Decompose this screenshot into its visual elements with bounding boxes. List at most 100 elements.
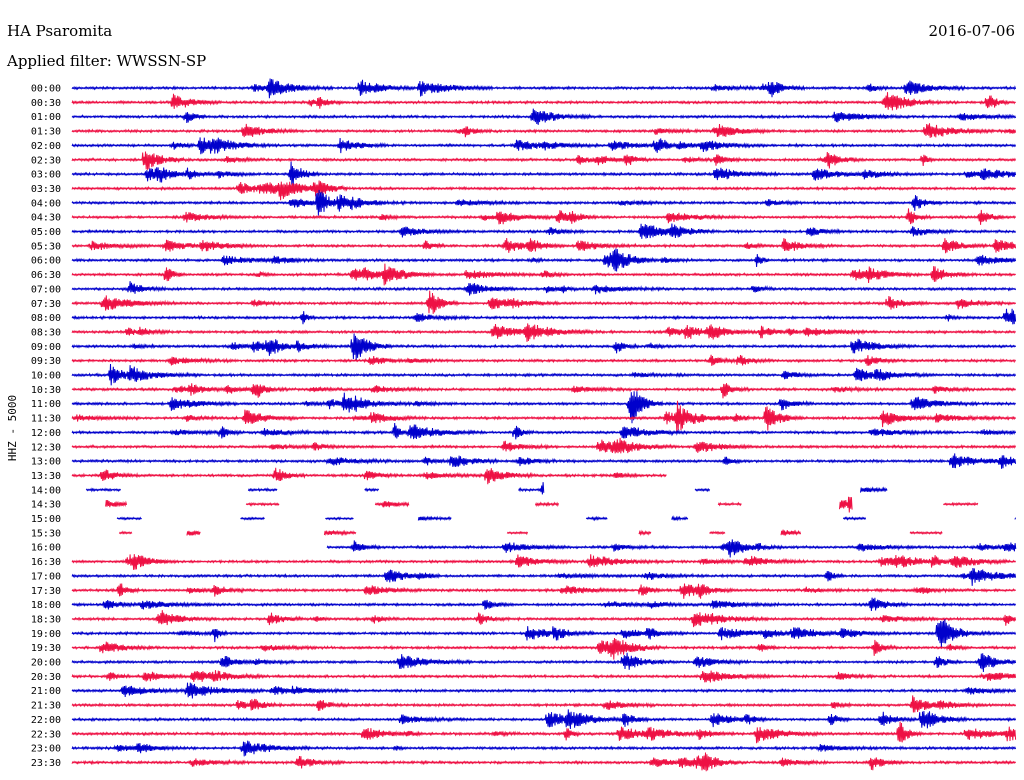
time-label: 23:00 bbox=[31, 744, 61, 755]
trace-segment bbox=[71, 467, 667, 485]
time-label: 04:00 bbox=[31, 198, 61, 209]
trace-segment bbox=[71, 752, 1017, 772]
trace-segment bbox=[842, 516, 867, 521]
trace-segment bbox=[326, 539, 1017, 558]
trace-segment bbox=[71, 453, 1017, 469]
trace-segment bbox=[71, 391, 1017, 424]
trace-segment bbox=[943, 501, 979, 507]
trace-segment bbox=[85, 487, 121, 493]
trace-segment bbox=[364, 487, 380, 493]
trace-segment bbox=[71, 354, 1017, 366]
trace-segment bbox=[71, 383, 1017, 399]
trace-segment bbox=[71, 333, 1017, 361]
trace-segment bbox=[506, 530, 528, 536]
time-label: 21:00 bbox=[31, 686, 61, 697]
trace-segment bbox=[71, 263, 1016, 286]
time-label: 21:30 bbox=[31, 701, 61, 712]
trace-segment bbox=[1014, 517, 1017, 520]
trace-segment bbox=[71, 180, 1016, 201]
trace-segment bbox=[671, 515, 689, 522]
time-label: 15:30 bbox=[31, 528, 61, 539]
time-label: 16:00 bbox=[31, 543, 61, 554]
trace-segment bbox=[71, 740, 1017, 757]
trace-segment bbox=[325, 516, 354, 521]
time-label: 06:00 bbox=[31, 256, 61, 267]
trace-segment bbox=[717, 501, 742, 507]
trace-segment bbox=[105, 499, 128, 508]
time-label: 09:00 bbox=[31, 342, 61, 353]
trace-segment bbox=[585, 515, 608, 522]
trace-segment bbox=[71, 92, 1016, 111]
time-label: 18:00 bbox=[31, 600, 61, 611]
trace-segment bbox=[116, 516, 142, 521]
trace-segment bbox=[709, 530, 726, 536]
time-label: 08:00 bbox=[31, 313, 61, 324]
trace-segment bbox=[323, 529, 357, 537]
trace-segment bbox=[71, 108, 1017, 125]
time-label: 07:00 bbox=[31, 284, 61, 295]
trace-segment bbox=[245, 501, 280, 507]
trace-segment bbox=[71, 308, 1017, 325]
time-label: 19:00 bbox=[31, 629, 61, 640]
trace-segment bbox=[71, 437, 1017, 454]
record-date: 2016-07-06 bbox=[928, 22, 1015, 40]
time-label: 06:30 bbox=[31, 270, 61, 281]
trace-segment bbox=[638, 529, 652, 537]
time-label: 03:00 bbox=[31, 170, 61, 181]
trace-segment bbox=[374, 501, 410, 508]
time-label: 17:30 bbox=[31, 586, 61, 597]
seismic-traces bbox=[71, 78, 1017, 772]
trace-segment bbox=[71, 137, 1017, 155]
time-label: 22:00 bbox=[31, 715, 61, 726]
trace-segment bbox=[534, 501, 559, 508]
trace-segment bbox=[71, 123, 1017, 138]
trace-segment bbox=[71, 208, 1017, 225]
trace-segment bbox=[71, 248, 1017, 272]
time-label: 01:00 bbox=[31, 112, 61, 123]
trace-segment bbox=[71, 597, 1017, 612]
time-label: 01:30 bbox=[31, 127, 61, 138]
trace-segment bbox=[247, 487, 278, 493]
trace-segment bbox=[71, 637, 1017, 660]
trace-segment bbox=[71, 583, 1016, 599]
trace-segment bbox=[71, 652, 1017, 673]
trace-segment bbox=[71, 682, 1017, 699]
channel-label: HHZ - 5000 bbox=[6, 395, 19, 461]
trace-segment bbox=[186, 529, 201, 536]
time-label: 20:30 bbox=[31, 672, 61, 683]
trace-segment bbox=[71, 554, 1017, 570]
trace-segment bbox=[71, 721, 1017, 744]
trace-segment bbox=[71, 223, 1017, 239]
trace-segment bbox=[839, 496, 853, 513]
trace-segment bbox=[71, 709, 1017, 730]
trace-segment bbox=[71, 290, 1017, 314]
time-label: 02:00 bbox=[31, 141, 61, 152]
trace-segment bbox=[71, 400, 1017, 433]
time-label: 23:30 bbox=[31, 758, 61, 769]
time-label: 17:00 bbox=[31, 571, 61, 582]
trace-segment bbox=[240, 516, 265, 521]
time-label: 03:30 bbox=[31, 184, 61, 195]
time-label: 11:00 bbox=[31, 399, 61, 410]
time-label: 20:00 bbox=[31, 658, 61, 669]
time-label: 15:00 bbox=[31, 514, 61, 525]
time-label: 00:00 bbox=[31, 84, 61, 95]
trace-segment bbox=[118, 530, 133, 535]
station-name: HA Psaromita bbox=[7, 22, 113, 40]
trace-segment bbox=[518, 482, 545, 495]
time-label: 00:30 bbox=[31, 98, 61, 109]
time-tick-labels: 00:00 00:30 01:00 01:30 02:00 02:30 03:00 03:30… bbox=[31, 84, 61, 769]
trace-segment bbox=[71, 422, 1017, 440]
time-label: 22:30 bbox=[31, 729, 61, 740]
time-label: 13:30 bbox=[31, 471, 61, 482]
filter-label: Applied filter: WWSSN-SP bbox=[7, 52, 207, 70]
time-label: 05:30 bbox=[31, 241, 61, 252]
trace-segment bbox=[860, 486, 888, 493]
trace-segment bbox=[71, 619, 1017, 648]
trace-segment bbox=[71, 161, 1017, 187]
time-label: 13:00 bbox=[31, 457, 61, 468]
time-label: 05:00 bbox=[31, 227, 61, 238]
trace-segment bbox=[71, 323, 1017, 342]
time-label: 19:30 bbox=[31, 643, 61, 654]
